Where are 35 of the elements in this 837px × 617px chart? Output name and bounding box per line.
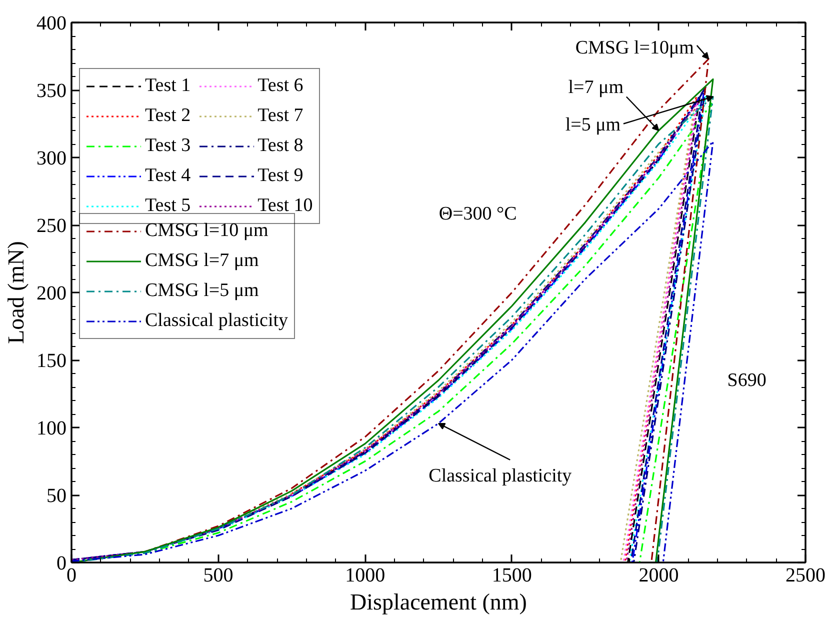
annotation: Θ=300 °C [438,204,517,225]
x-tick-label: 1500 [492,564,532,586]
legend-label: Test 5 [145,195,191,217]
x-tick-label: 1000 [345,564,386,586]
annotation: l=7 μm [568,76,624,98]
legend-label: Test 4 [145,165,191,187]
y-tick-label: 150 [36,350,66,372]
x-tick-label: 500 [203,564,234,586]
legend-label: CMSG l=10 μm [145,220,268,242]
legend-label: Test 6 [258,75,304,97]
legend-label: CMSG l=7 μm [145,250,259,272]
legend-label: Test 7 [258,105,304,127]
y-tick-label: 300 [36,148,66,170]
y-tick-label: 200 [36,282,66,304]
legend-label: Test 10 [258,195,313,217]
annotation: Classical plasticity [428,466,572,487]
y-tick-label: 350 [36,80,66,102]
annotation: S690 [727,370,766,391]
y-tick-label: 100 [36,418,66,440]
legend-label: Test 9 [258,165,304,187]
legend-label: Test 2 [145,105,191,127]
x-tick-label: 2500 [786,564,826,586]
x-tick-label: 2000 [638,564,679,586]
legend-label: CMSG l=5 μm [145,280,259,302]
y-tick-label: 50 [46,485,66,507]
y-axis-title: Load (mN) [4,241,28,344]
x-axis-title: Displacement (nm) [350,590,527,614]
y-tick-label: 250 [36,215,66,237]
legend-label: Test 1 [145,75,191,97]
y-tick-label: 400 [36,12,66,34]
annotation: CMSG l=10μm [575,38,694,59]
legend-label: Test 8 [258,135,304,157]
legend-label: Classical plasticity [145,310,288,332]
legend-label: Test 3 [145,135,191,157]
annotation: l=5 μm [565,114,621,136]
